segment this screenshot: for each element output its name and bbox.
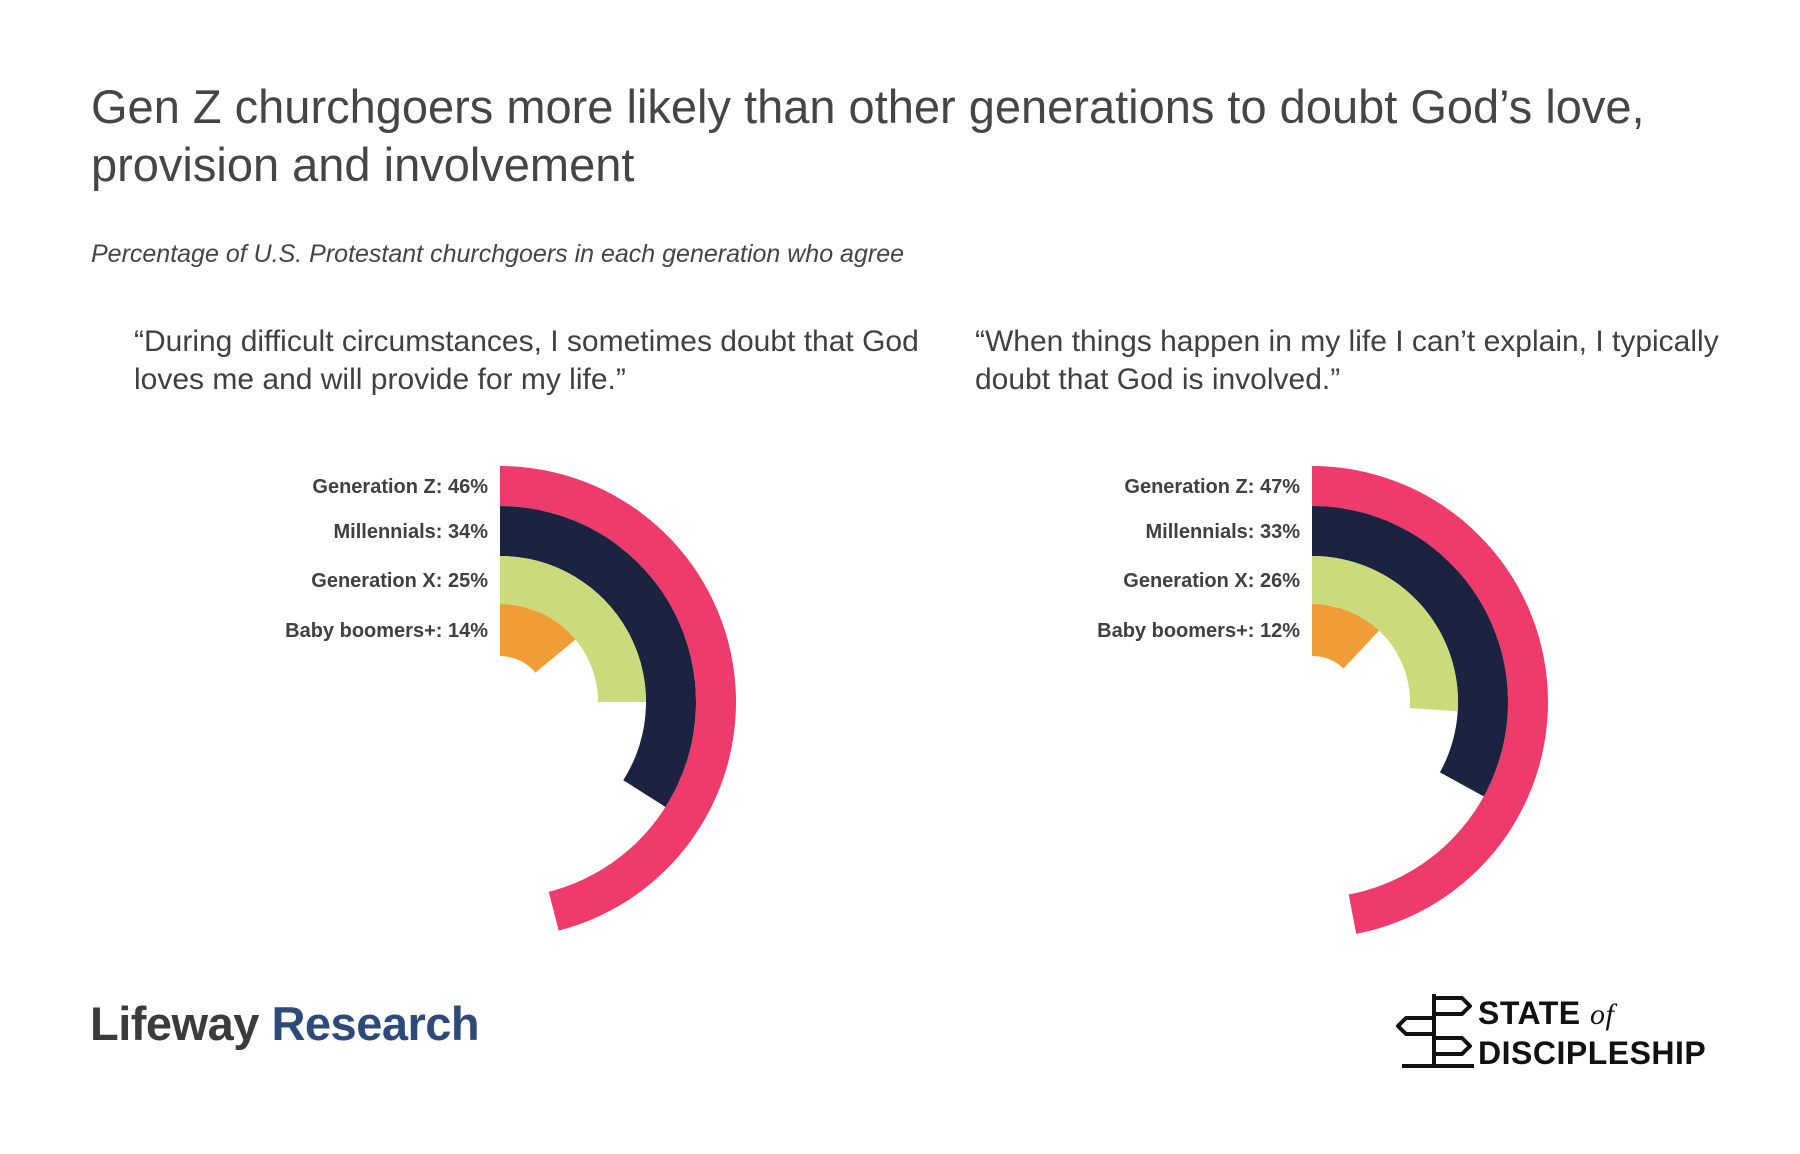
chart-2: Generation Z: 47% Millennials: 33% Generat… <box>1097 466 1548 934</box>
sod-of: of <box>1590 998 1615 1031</box>
bar-generation-x <box>500 556 646 702</box>
chart-1-question: “During difficult circumstances, I somet… <box>134 325 919 396</box>
research-wordmark: Research <box>271 997 480 1050</box>
data-label: Generation X: 25% <box>311 570 488 592</box>
bar-generation-x <box>1312 556 1458 712</box>
data-label: Millennials: 33% <box>1146 521 1301 543</box>
sod-discipleship: DISCIPLESHIP <box>1478 1035 1707 1071</box>
bar-baby-boomers <box>1312 604 1380 669</box>
data-label: Baby boomers+: 14% <box>285 620 488 642</box>
chart-2-question: “When things happen in my life I can’t e… <box>975 325 1719 396</box>
state-of-discipleship-logo: STATE of DISCIPLESHIP <box>1394 992 1724 1072</box>
data-label: Baby boomers+: 12% <box>1097 620 1300 642</box>
data-label: Millennials: 34% <box>334 521 489 543</box>
bar-baby-boomers <box>500 604 576 673</box>
sod-state: STATE <box>1478 995 1581 1031</box>
data-label: Generation X: 26% <box>1123 570 1300 592</box>
lifeway-research-logo: Lifeway Research <box>90 996 480 1051</box>
chart-1: Generation Z: 46% Millennials: 34% Generat… <box>285 466 737 931</box>
page-title: Gen Z churchgoers more likely than other… <box>91 80 1645 191</box>
chart-subtitle: Percentage of U.S. Protestant churchgoer… <box>91 240 905 268</box>
signpost-icon <box>1396 994 1474 1068</box>
data-label: Generation Z: 46% <box>312 476 488 498</box>
bar-millennials <box>1312 506 1508 797</box>
bar-generation-z <box>500 466 737 931</box>
data-label: Generation Z: 47% <box>1124 476 1300 498</box>
bar-generation-z <box>1312 466 1548 934</box>
lifeway-wordmark: Lifeway <box>90 997 259 1050</box>
bar-millennials <box>500 506 696 808</box>
